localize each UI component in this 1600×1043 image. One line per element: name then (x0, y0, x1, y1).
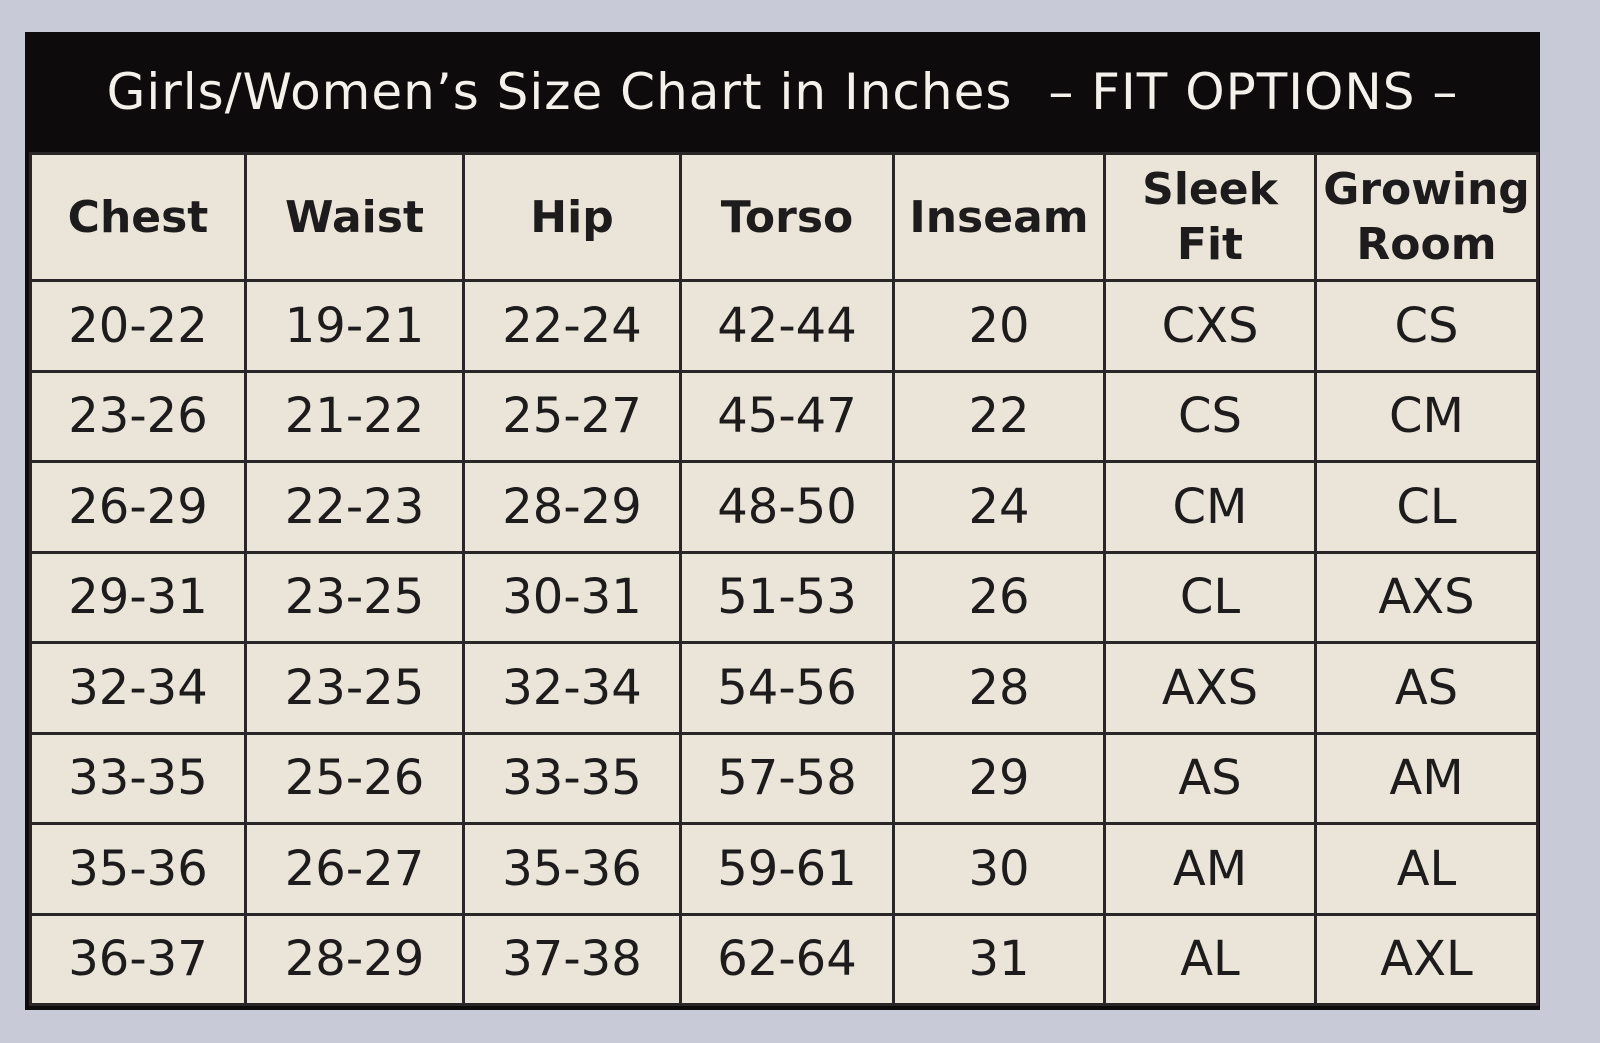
header-row: Chest Waist Hip Torso Inseam Sleek Fit Growing… (29, 152, 1539, 282)
column-header: Torso (679, 152, 895, 282)
table-cell: 22-23 (244, 460, 465, 554)
column-header-text: Chest (67, 191, 209, 243)
column-header: Waist (244, 152, 465, 282)
table-row: 32-34 23-25 32-34 54-56 28 AXS AS (29, 641, 1539, 735)
table-cell: 20 (892, 279, 1106, 373)
table-cell: AL (1314, 822, 1539, 916)
title: Girls/Women’s Size Chart in Inches (106, 63, 1013, 121)
table-row: 20-22 19-21 22-24 42-44 20 CXS CS (29, 279, 1539, 373)
table-cell: 20-22 (29, 279, 247, 373)
table-cell: CS (1103, 369, 1317, 463)
table-cell: 29-31 (29, 550, 247, 644)
table-cell: 32-34 (462, 641, 682, 735)
table-cell: 28-29 (244, 912, 465, 1006)
table-cell: 25-27 (462, 369, 682, 463)
size-table: Chest Waist Hip Torso Inseam Sleek Fit Growing… (29, 152, 1539, 1006)
table-cell: 21-22 (244, 369, 465, 463)
table-cell: 28-29 (462, 460, 682, 554)
table-cell: 29 (892, 731, 1106, 825)
table-cell: 32-34 (29, 641, 247, 735)
table-cell: 35-36 (462, 822, 682, 916)
table-cell: 25-26 (244, 731, 465, 825)
table-cell: 23-26 (29, 369, 247, 463)
table-cell: AXL (1314, 912, 1539, 1006)
table-cell: 26-29 (29, 460, 247, 554)
table-head: Chest Waist Hip Torso Inseam Sleek Fit Growing… (29, 152, 1539, 282)
table-cell: 51-53 (679, 550, 895, 644)
table-cell: CM (1103, 460, 1317, 554)
table-body: 20-22 19-21 22-24 42-44 20 CXS CS 23-26 21-22 25-… (29, 279, 1539, 1006)
table-cell: 24 (892, 460, 1106, 554)
table-cell: 28 (892, 641, 1106, 735)
table-cell: AM (1103, 822, 1317, 916)
table-cell: 30 (892, 822, 1106, 916)
column-header-text: Sleek Fit (1142, 164, 1278, 270)
table-cell: 22-24 (462, 279, 682, 373)
column-header: Sleek Fit (1103, 152, 1317, 282)
table-cell: 54-56 (679, 641, 895, 735)
table-cell: 59-61 (679, 822, 895, 916)
column-header: Inseam (892, 152, 1106, 282)
column-header-text: Inseam (909, 191, 1089, 243)
table-cell: 30-31 (462, 550, 682, 644)
table-cell: 36-37 (29, 912, 247, 1006)
table-row: 36-37 28-29 37-38 62-64 31 AL AXL (29, 912, 1539, 1006)
column-header-text: Torso (720, 191, 854, 243)
table-cell: 26-27 (244, 822, 465, 916)
column-header-text: Growing Room (1323, 164, 1530, 270)
table-cell: CL (1314, 460, 1539, 554)
column-header: Hip (462, 152, 682, 282)
table-cell: CXS (1103, 279, 1317, 373)
table-cell: CL (1103, 550, 1317, 644)
title-band: Girls/Women’s Size Chart in Inches – FIT… (29, 32, 1536, 152)
size-chart: Girls/Women’s Size Chart in Inches – FIT… (25, 32, 1540, 1010)
table-cell: 23-25 (244, 641, 465, 735)
table-cell: CM (1314, 369, 1539, 463)
table-cell: 22 (892, 369, 1106, 463)
table-cell: 33-35 (29, 731, 247, 825)
table-cell: AL (1103, 912, 1317, 1006)
table-row: 26-29 22-23 28-29 48-50 24 CM CL (29, 460, 1539, 554)
table-row: 29-31 23-25 30-31 51-53 26 CL AXS (29, 550, 1539, 644)
table-cell: 45-47 (679, 369, 895, 463)
table-cell: 31 (892, 912, 1106, 1006)
table-cell: AM (1314, 731, 1539, 825)
column-header: Chest (29, 152, 247, 282)
subtitle: – FIT OPTIONS – (1048, 63, 1459, 121)
table-cell: 23-25 (244, 550, 465, 644)
table-cell: 62-64 (679, 912, 895, 1006)
column-header-text: Hip (530, 191, 614, 243)
table-row: 35-36 26-27 35-36 59-61 30 AM AL (29, 822, 1539, 916)
table-cell: 48-50 (679, 460, 895, 554)
table-cell: 37-38 (462, 912, 682, 1006)
table-cell: AS (1103, 731, 1317, 825)
table-cell: 26 (892, 550, 1106, 644)
table-cell: 33-35 (462, 731, 682, 825)
table-cell: CS (1314, 279, 1539, 373)
table-row: 33-35 25-26 33-35 57-58 29 AS AM (29, 731, 1539, 825)
table-cell: AS (1314, 641, 1539, 735)
table-cell: 57-58 (679, 731, 895, 825)
table-cell: 19-21 (244, 279, 465, 373)
table-cell: 35-36 (29, 822, 247, 916)
table-row: 23-26 21-22 25-27 45-47 22 CS CM (29, 369, 1539, 463)
table-cell: AXS (1103, 641, 1317, 735)
column-header: Growing Room (1314, 152, 1539, 282)
table-cell: AXS (1314, 550, 1539, 644)
table-cell: 42-44 (679, 279, 895, 373)
column-header-text: Waist (285, 191, 424, 243)
